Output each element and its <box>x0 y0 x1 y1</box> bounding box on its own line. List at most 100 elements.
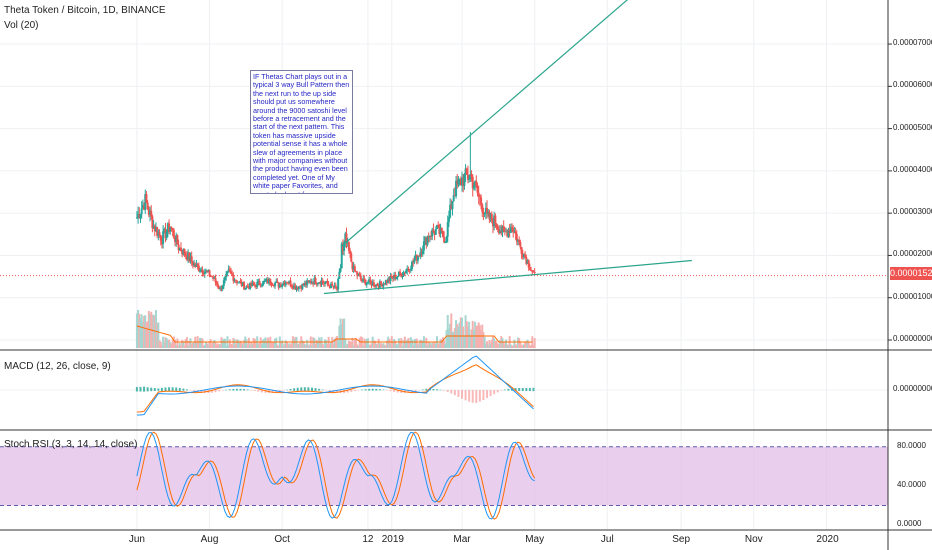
volume-bar <box>264 337 267 348</box>
candle-body <box>188 252 191 262</box>
volume-bar <box>252 337 255 348</box>
symbol-title[interactable]: Theta Token / Bitcoin, 1D, BINANCE <box>4 5 166 16</box>
volume-bar <box>190 343 193 348</box>
candle-body <box>216 284 219 288</box>
candle-body <box>395 277 398 280</box>
candle-body <box>397 271 400 277</box>
trendlines[interactable] <box>323 0 692 295</box>
volume-bar <box>335 336 338 348</box>
volume-bar <box>137 309 140 348</box>
candle-body <box>422 241 425 251</box>
candle-body <box>262 281 265 286</box>
macd-histogram-bar <box>346 390 349 393</box>
candle-body <box>193 263 196 266</box>
volume-bar <box>243 340 246 348</box>
volume-bar <box>480 329 483 348</box>
volume-bar <box>191 343 194 348</box>
volume-bar <box>438 343 441 348</box>
candle-body <box>427 236 430 238</box>
candle-body <box>528 267 531 270</box>
macd-label[interactable]: MACD (12, 26, close, 9) <box>4 361 111 372</box>
volume-bar <box>268 340 271 348</box>
candle-body <box>453 195 456 197</box>
volume-bar <box>283 343 286 348</box>
candle-body <box>405 270 408 274</box>
candle-body <box>220 287 223 290</box>
candle-body <box>377 285 380 289</box>
candle-body <box>316 283 319 285</box>
candle-body <box>514 231 517 235</box>
volume-bar <box>527 342 530 348</box>
candle-body <box>282 282 285 285</box>
volume-bar <box>270 341 273 348</box>
volume-bar <box>160 345 163 348</box>
volume-bar <box>227 345 230 348</box>
volume-bar <box>139 317 142 348</box>
volume-bar <box>526 339 529 348</box>
volume-bar <box>201 338 204 348</box>
candle-body <box>437 224 440 226</box>
candle-body <box>243 282 246 290</box>
volume-bar <box>462 326 465 348</box>
volume-bar <box>502 342 505 348</box>
candle-body <box>259 285 262 287</box>
volume-bar <box>470 329 473 348</box>
macd-histogram-bar <box>314 388 317 391</box>
candle-body <box>306 280 309 285</box>
macd-histogram-bar <box>385 390 388 391</box>
macd-histogram-bar <box>225 389 228 391</box>
volume-bar <box>368 344 371 348</box>
volume-bar <box>520 345 523 348</box>
annotation-note[interactable]: IF Thetas Chart plays out in a typical 3… <box>250 70 353 194</box>
volume-bar <box>515 344 518 348</box>
volume-bar <box>376 344 379 348</box>
volume-bar <box>400 338 403 348</box>
candle-body <box>349 250 352 254</box>
volume-bar <box>437 343 440 348</box>
candle-body <box>309 281 312 284</box>
macd-histogram-bar <box>285 389 288 391</box>
candle-body <box>251 282 254 286</box>
volume-bar <box>372 340 375 348</box>
candle-body <box>156 227 159 236</box>
volume-bar <box>202 345 205 348</box>
candle-body <box>297 286 300 290</box>
candle-body <box>465 168 468 175</box>
candle-body <box>237 282 240 284</box>
volume-bar <box>346 343 349 348</box>
candle-body <box>430 235 433 237</box>
macd-histogram-bar <box>150 387 153 392</box>
volume-bar <box>204 342 207 348</box>
candle-body <box>160 240 163 245</box>
macd-histogram-bar <box>250 390 253 391</box>
volume-bar <box>159 341 162 348</box>
volume-bar <box>349 341 352 348</box>
candle-body <box>335 287 338 290</box>
volume-bar <box>446 314 449 348</box>
candle-body <box>296 287 299 290</box>
volume-bar <box>406 339 409 348</box>
volume-bar <box>469 334 472 348</box>
candle-body <box>347 242 350 251</box>
candle-body <box>312 281 315 284</box>
rsi-tick-label: 0.0000 <box>897 519 922 529</box>
macd-histogram-bar <box>518 387 521 392</box>
volume-bar <box>457 326 460 348</box>
candle-body <box>221 285 224 290</box>
candle-body <box>462 177 465 186</box>
volume-bar <box>218 344 221 348</box>
volume-bar <box>306 339 309 348</box>
candle-body <box>494 215 497 224</box>
candle-body <box>515 234 518 242</box>
volume-label[interactable]: Vol (20) <box>4 20 39 31</box>
volume-bar <box>156 323 159 348</box>
volume-bar <box>174 339 177 348</box>
volume-bar <box>322 345 325 348</box>
macd-histogram-bar <box>282 390 285 391</box>
stoch-rsi-label[interactable]: Stoch RSI (3, 3, 14, 14, close) <box>4 439 138 450</box>
volume-bar <box>171 339 174 348</box>
candle-body <box>441 231 444 238</box>
macd-histogram-bar <box>325 390 328 391</box>
candle-body <box>190 256 193 262</box>
